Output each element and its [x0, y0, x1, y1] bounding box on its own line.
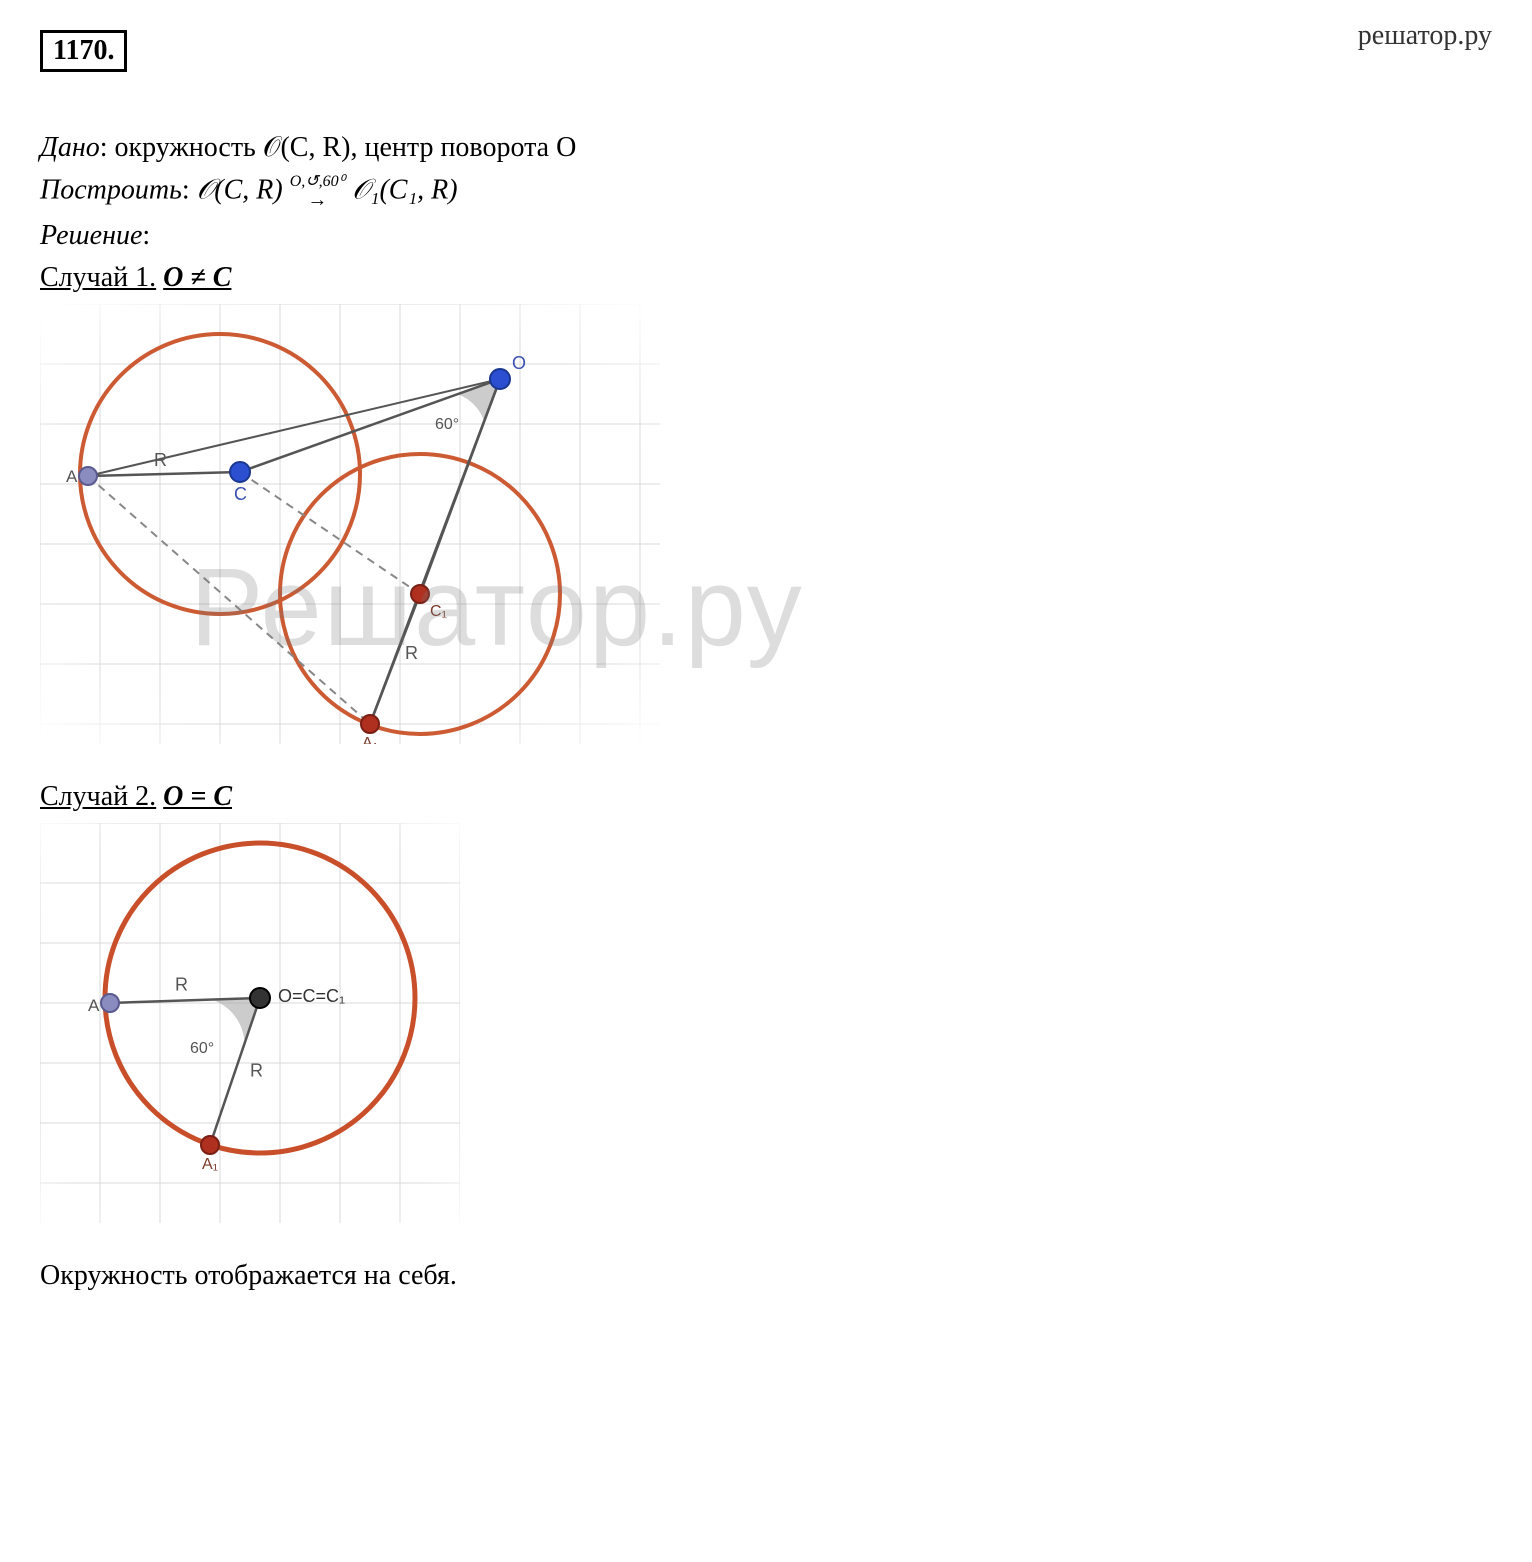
construct-rhs: 𝒪₁(C₁, R): [352, 174, 458, 205]
solution-line: Решение:: [40, 220, 1492, 252]
problem-number: 1170.: [40, 30, 127, 72]
svg-text:A: A: [66, 467, 78, 486]
arrow-annotation: O,↺,60⁰: [290, 174, 345, 190]
solution-label: Решение: [40, 220, 142, 251]
svg-text:60°: 60°: [435, 416, 459, 433]
svg-text:R: R: [154, 450, 167, 470]
diagram-2: 60°RRO=C=C₁AA₁: [40, 823, 1492, 1230]
case2-label: Случай 2.: [40, 781, 156, 812]
svg-text:C: C: [234, 484, 247, 504]
diagram-1: 60°RROCAC₁A₁ Решатор.ру: [40, 304, 1492, 751]
given-text: : окружность 𝒪(C, R), центр поворота O: [100, 132, 577, 163]
construct-label: Построить: [40, 174, 182, 205]
arrow-group: O,↺,60⁰ →: [290, 174, 345, 210]
case1-heading: Случай 1. O ≠ C: [40, 262, 1492, 294]
case2-heading: Случай 2. O = C: [40, 781, 1492, 813]
arrow-icon: →: [290, 190, 345, 210]
construct-lhs: 𝒪(C, R): [197, 174, 283, 205]
given-label: Дано: [40, 132, 100, 163]
construct-line: Построить: 𝒪(C, R) O,↺,60⁰ → 𝒪₁(C₁, R): [40, 174, 1492, 210]
svg-text:O: O: [512, 353, 526, 373]
site-brand: решатор.ру: [1358, 20, 1492, 52]
case1-cond: O ≠ C: [163, 262, 231, 293]
svg-text:R: R: [405, 643, 418, 663]
svg-text:C₁: C₁: [430, 603, 447, 620]
case1-label: Случай 1.: [40, 262, 156, 293]
given-line: Дано: окружность 𝒪(C, R), центр поворота…: [40, 132, 1492, 164]
conclusion: Окружность отображается на себя.: [40, 1260, 1492, 1292]
case2-cond: O = C: [163, 781, 232, 812]
svg-text:A₁: A₁: [362, 735, 378, 744]
